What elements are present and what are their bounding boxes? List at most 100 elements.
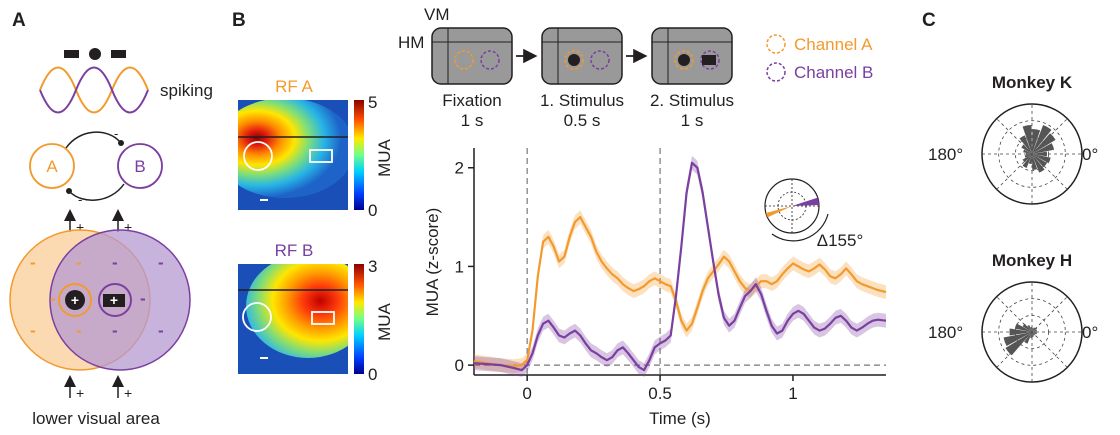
inhibit-sign-b: - (114, 126, 118, 141)
input-sign-a: + (76, 385, 84, 401)
y-tick-label: 2 (455, 159, 464, 178)
mua-line-chart: 0 0.5 1 0 1 2 Time (s) MUA (z-score) (423, 148, 887, 428)
node-a-label: A (46, 157, 58, 176)
rf-a-colorbar (354, 100, 364, 210)
spiking-label: spiking (160, 81, 213, 100)
polar-h-bin (1030, 327, 1032, 332)
rf-b-title: RF B (275, 241, 314, 260)
rf-a-heatmap (238, 100, 348, 210)
center-sign-b: + (110, 292, 118, 308)
rf-center-b (98, 283, 132, 317)
polar-k-bin (1032, 129, 1041, 154)
surround-sign: - (158, 321, 164, 340)
polar-h-bin (1005, 332, 1032, 356)
polar-k-bin (1022, 154, 1032, 169)
y-tick-label: 0 (455, 356, 464, 375)
node-b-label: B (134, 157, 145, 176)
inset-delta-label: Δ155° (817, 231, 864, 250)
polar-k-bin (1032, 143, 1055, 154)
rf-b-cbar-min: 0 (368, 365, 377, 384)
polar-h-bin (1032, 328, 1034, 332)
rf-a-rect-outline (309, 149, 333, 163)
hm-label: HM (398, 33, 424, 52)
surround-sign: - (76, 321, 82, 340)
polar-k-bin (1023, 149, 1032, 154)
stimulus-rect (103, 294, 125, 307)
polar-h-right-label: 0° (1082, 323, 1098, 342)
polar-k-bin (1022, 154, 1032, 163)
x-axis-label: Time (s) (649, 409, 711, 428)
rf-a-cbar-label: MUA (375, 138, 394, 176)
panel-b-letter: B (232, 10, 246, 31)
polar-k-bin (1024, 154, 1032, 158)
polar-k-bin (1022, 125, 1032, 154)
surround-sign: - (50, 289, 56, 308)
spiking-wave-b (39, 66, 149, 114)
stimulus-disk (65, 290, 85, 310)
screen-fixation (431, 27, 513, 85)
input-sign-b: + (124, 385, 132, 401)
surround-sign: - (112, 321, 118, 340)
stimulus-bar-left (64, 50, 79, 58)
inhibit-arc-a-to-b (65, 131, 121, 149)
node-b (117, 143, 163, 189)
rf-a-disk-outline (243, 141, 273, 171)
surround-sign: - (140, 289, 146, 308)
series-line-channel-a (473, 216, 887, 368)
polar-k-bin (1019, 135, 1032, 154)
polar-h-bin (1032, 327, 1036, 332)
rf-b-cbar-max: 3 (368, 257, 377, 276)
polar-h-bin (1032, 331, 1038, 333)
polar-k-bin (1032, 125, 1052, 154)
polar-k-left-label: 180° (928, 145, 963, 164)
polar-h-bin (1032, 332, 1036, 336)
inhibit-arc-b-to-a (69, 183, 125, 201)
y-tick-label: 1 (455, 257, 464, 276)
polar-h-bin (1003, 332, 1032, 347)
legend-label-channel-b: Channel B (794, 63, 873, 82)
polar-h-bin (1032, 332, 1037, 335)
excite-sign-a: + (76, 219, 84, 235)
polar-h-bin (1024, 332, 1032, 344)
step-name: Fixation (442, 91, 502, 110)
screen-stimulus-1 (541, 27, 623, 85)
polar-monkey-k (981, 103, 1083, 205)
rf-b-rect-outline (311, 311, 335, 325)
legend-label-channel-a: Channel A (794, 35, 873, 54)
step-duration: 1 s (461, 111, 484, 130)
x-tick-label: 1 (788, 384, 797, 403)
inhibit-sign-a: - (78, 192, 82, 207)
surround-signs: - - - - - - - - - - (30, 253, 164, 340)
polar-k-right-label: 0° (1082, 145, 1098, 164)
y-axis-label: MUA (z-score) (423, 208, 442, 317)
rf-center-a (58, 283, 92, 317)
surround-sign: - (112, 253, 118, 272)
polar-k-bin (1026, 153, 1032, 155)
step-name: 2. Stimulus (650, 91, 734, 110)
inset-wedge-channel-b (792, 197, 819, 206)
surround-sign: - (30, 321, 36, 340)
monkey-h-title: Monkey H (992, 251, 1072, 270)
polar-k-bin (1032, 154, 1048, 168)
polar-h-bin (1032, 329, 1037, 332)
panel-a-letter: A (12, 10, 26, 31)
inhibit-terminal-b (118, 140, 124, 146)
inhibit-terminal-a (66, 188, 72, 194)
stimulus-dot (89, 48, 101, 60)
polar-k-bin (1032, 154, 1038, 170)
rf-a-cbar-min: 0 (368, 201, 377, 220)
center-sign-a: + (71, 292, 79, 308)
rf-b-heatmap (238, 264, 348, 374)
polar-k-bin (1032, 154, 1045, 173)
legend-swatch-channel-a (766, 34, 786, 54)
surround-sign: - (30, 253, 36, 272)
vm-label: VM (424, 5, 450, 24)
polar-h-bin (1014, 323, 1032, 332)
polar-h-bin (1032, 332, 1035, 336)
inset-wedge-channel-a (765, 206, 792, 218)
excite-sign-b: + (124, 219, 132, 235)
spiking-wave-a (39, 66, 149, 114)
rf-b-disk-outline (242, 302, 272, 332)
polar-h-bin (1009, 328, 1032, 336)
rf-a-title: RF A (275, 77, 313, 96)
